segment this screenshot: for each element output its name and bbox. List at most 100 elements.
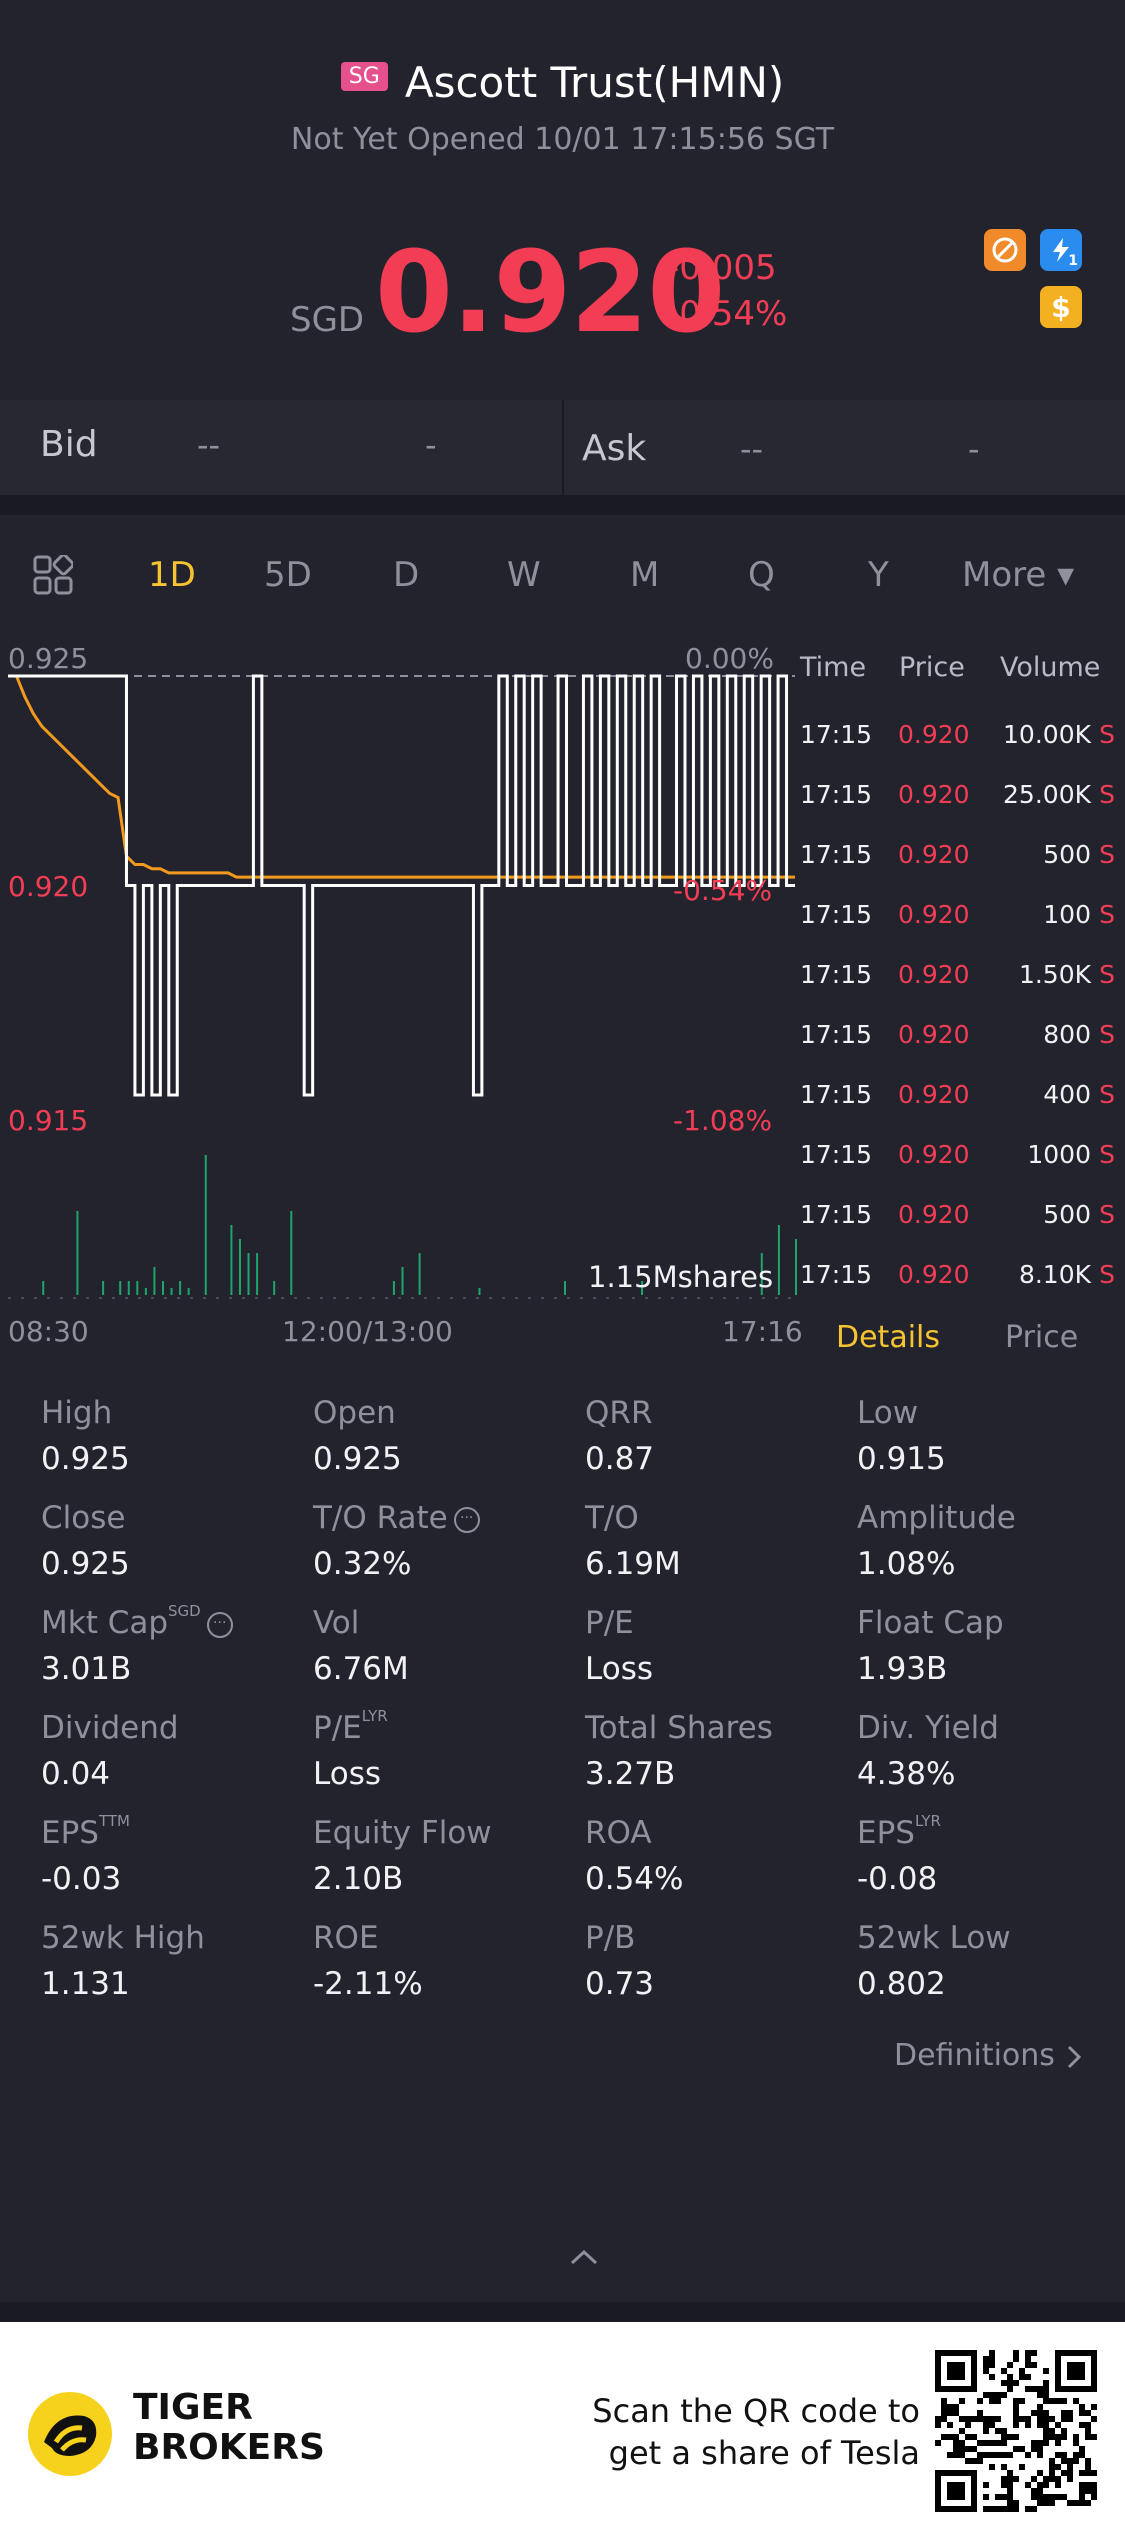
tab-year[interactable]: Y	[868, 555, 889, 595]
tick-side: S	[1099, 1140, 1115, 1169]
info-icon[interactable]: ···	[206, 1611, 233, 1638]
tick-side: S	[1099, 900, 1115, 929]
lightning-sub: 1	[1068, 253, 1078, 269]
stat-turnover: T/O 6.19M	[585, 1500, 681, 1582]
pct-label-low: -1.08%	[673, 1104, 773, 1137]
stat-dividend: Dividend 0.04	[41, 1710, 179, 1792]
stat-pb: P/B 0.73	[585, 1920, 655, 2002]
tick-time: 17:15	[800, 1260, 873, 1289]
pct-label-mid: -0.54%	[673, 874, 773, 907]
volume-bar	[153, 1267, 156, 1295]
average-price-line	[8, 674, 795, 879]
change-percent: -0.54%	[667, 294, 788, 334]
footer-divider	[0, 2302, 1125, 2322]
tick-volume: 400	[1043, 1080, 1091, 1109]
section-divider	[0, 495, 1125, 515]
x-label-end: 17:16	[722, 1315, 803, 1348]
tick-volume: 500	[1043, 1200, 1091, 1229]
tick-time: 17:15	[800, 1080, 873, 1109]
tick-time: 17:15	[800, 1020, 873, 1049]
x-label-mid: 12:00/13:00	[282, 1315, 453, 1348]
market-badge: SG	[340, 62, 388, 91]
tick-side: S	[1099, 1080, 1115, 1109]
tiger-logo-icon	[26, 2390, 114, 2482]
tab-1d[interactable]: 1D	[148, 555, 196, 595]
last-price: 0.920	[375, 228, 725, 358]
chart-period-tabs: 1D 5D D W M Q Y More ▾	[0, 515, 1125, 635]
stat-qrr: QRR 0.87	[585, 1395, 655, 1477]
qr-caption: Scan the QR code to get a share of Tesla	[592, 2392, 920, 2472]
qr-code-icon[interactable]	[935, 2350, 1097, 2512]
tick-price: 0.920	[898, 840, 970, 869]
tab-week[interactable]: W	[507, 555, 541, 595]
ask-label: Ask	[582, 428, 647, 469]
stat-close: Close 0.925	[41, 1500, 130, 1582]
volume-bar	[170, 1288, 173, 1295]
title-bar: SG Ascott Trust(HMN)	[0, 58, 1125, 107]
tab-price-distribution[interactable]: Price	[1005, 1320, 1079, 1355]
stat-52wk-high: 52wk High 1.131	[41, 1920, 205, 2002]
change-value: -0.005	[667, 248, 777, 288]
stat-high: High 0.925	[41, 1395, 130, 1477]
grid-icon[interactable]	[33, 553, 75, 599]
market-status: Not Yet Opened 10/01 17:15:56 SGT	[290, 122, 835, 157]
volume-bar	[760, 1253, 763, 1295]
tab-month[interactable]: M	[630, 555, 660, 595]
volume-bar	[204, 1155, 207, 1295]
volume-bar	[256, 1253, 259, 1295]
info-icon[interactable]: ···	[453, 1506, 480, 1533]
tick-price: 0.920	[898, 720, 970, 749]
lightning-icon[interactable]: 1	[1040, 229, 1082, 271]
bid-ask-bar: Bid -- - Ask -- -	[0, 400, 1125, 495]
tick-volume: 8.10K	[1018, 1260, 1091, 1289]
tick-volume: 25.00K	[1003, 780, 1091, 809]
tick-time: 17:15	[800, 1200, 873, 1229]
y-label-mid: 0.920	[8, 870, 89, 903]
bid-label: Bid	[40, 424, 98, 465]
pct-label-high: 0.00%	[685, 642, 774, 675]
no-shorting-icon[interactable]	[984, 229, 1026, 271]
volume-bars	[42, 1155, 797, 1295]
tick-time: 17:15	[800, 780, 873, 809]
definitions-link[interactable]: Definitions	[894, 2038, 1084, 2073]
volume-bar	[161, 1281, 164, 1295]
intraday-chart[interactable]	[0, 635, 800, 1305]
tab-day[interactable]: D	[393, 555, 420, 595]
ask-size: -	[968, 430, 980, 468]
tick-volume: 10.00K	[1003, 720, 1091, 749]
tab-quarter[interactable]: Q	[748, 555, 775, 595]
tick-volume: 800	[1043, 1020, 1091, 1049]
ticks-header-volume: Volume	[1000, 652, 1101, 683]
bid-ask-divider	[562, 400, 564, 495]
tick-volume: 1.50K	[1018, 960, 1091, 989]
tab-more[interactable]: More ▾	[962, 555, 1075, 595]
price-line	[8, 674, 795, 1097]
volume-bar	[127, 1281, 130, 1295]
tick-side: S	[1099, 720, 1115, 749]
volume-bar	[564, 1281, 567, 1295]
stat-amplitude: Amplitude 1.08%	[857, 1500, 1016, 1582]
tick-price: 0.920	[898, 780, 970, 809]
y-label-low: 0.915	[8, 1104, 89, 1137]
stat-total-shares: Total Shares 3.27B	[585, 1710, 773, 1792]
volume-bar	[102, 1281, 105, 1295]
volume-bar	[42, 1281, 45, 1295]
stat-mkt-cap: Mkt CapSGD··· 3.01B	[41, 1602, 233, 1687]
x-label-start: 08:30	[8, 1315, 89, 1348]
stat-pe: P/E Loss	[585, 1605, 653, 1687]
tab-details[interactable]: Details	[836, 1320, 941, 1355]
tick-price: 0.920	[898, 960, 970, 989]
stat-volume: Vol 6.76M	[313, 1605, 409, 1687]
ticks-header-time: Time	[800, 652, 867, 683]
chevron-right-icon	[1068, 2045, 1082, 2068]
dollar-icon[interactable]: $	[1040, 286, 1082, 328]
stat-pe-lyr: P/ELYR Loss	[313, 1706, 388, 1792]
volume-bar	[187, 1288, 190, 1295]
tick-side: S	[1099, 1200, 1115, 1229]
volume-bar	[238, 1239, 241, 1295]
volume-bar	[273, 1281, 276, 1295]
volume-bar	[392, 1281, 395, 1295]
stat-low: Low 0.915	[857, 1395, 946, 1477]
tab-5d[interactable]: 5D	[264, 555, 312, 595]
chevron-up-icon[interactable]	[567, 2246, 601, 2272]
